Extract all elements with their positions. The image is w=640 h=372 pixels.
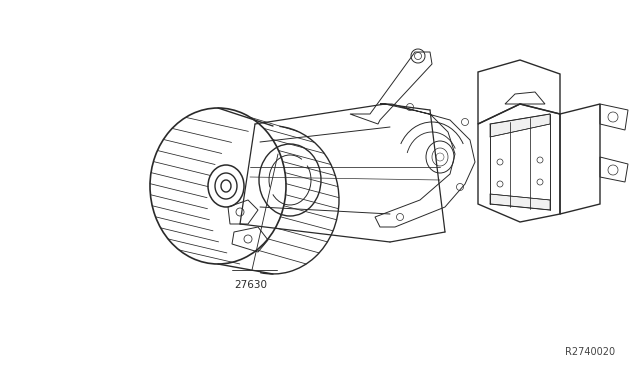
Text: 27630: 27630 (234, 280, 267, 290)
Text: R2740020: R2740020 (565, 347, 615, 357)
Polygon shape (490, 194, 550, 210)
Polygon shape (490, 114, 550, 137)
